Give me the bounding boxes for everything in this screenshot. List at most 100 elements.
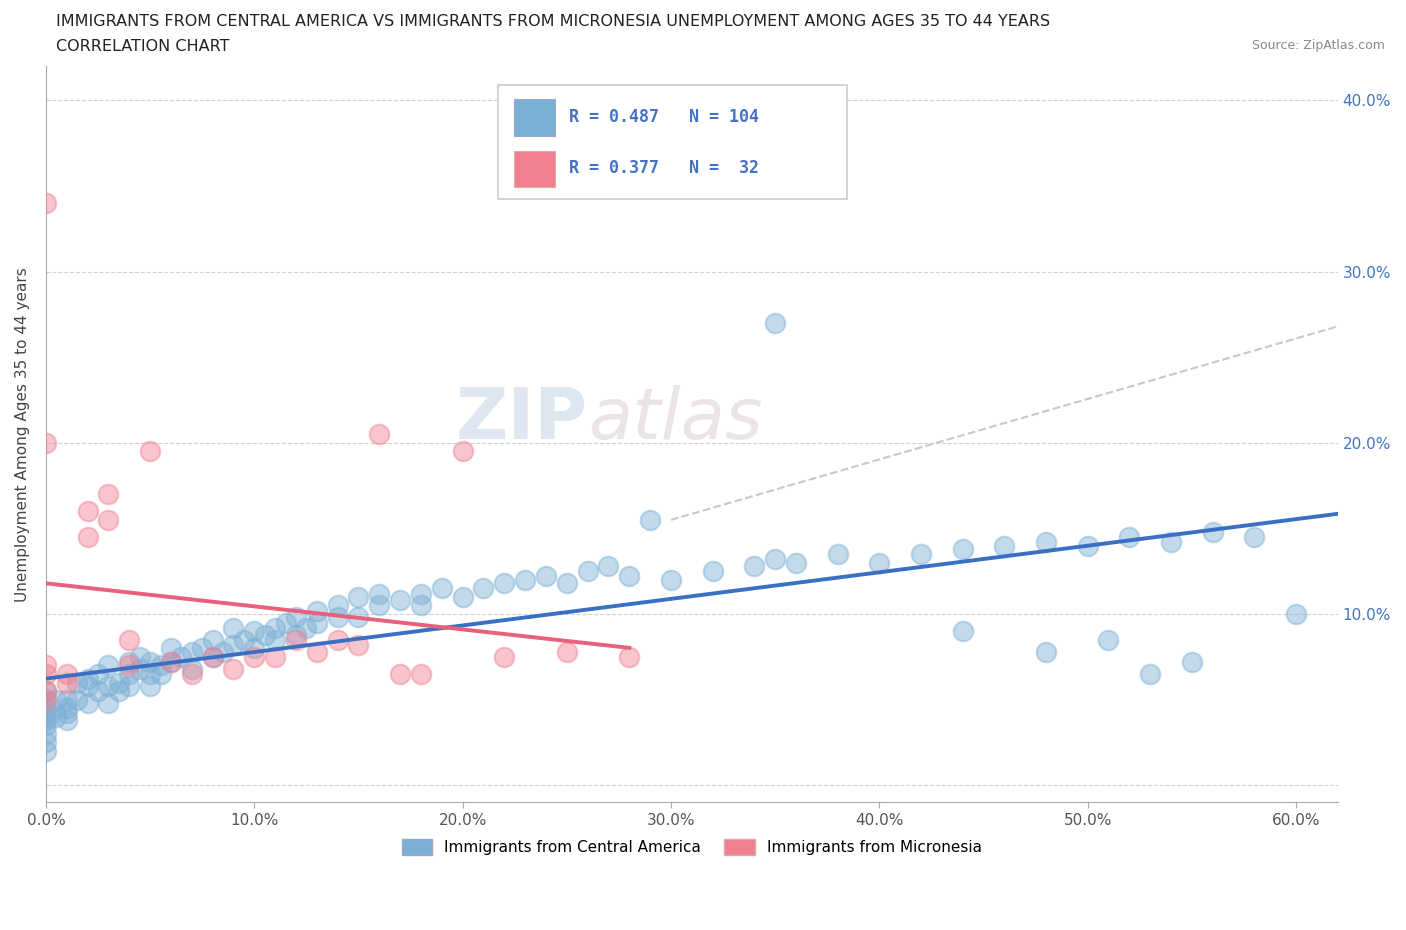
Point bbox=[1285, 606, 1308, 621]
Text: IMMIGRANTS FROM CENTRAL AMERICA VS IMMIGRANTS FROM MICRONESIA UNEMPLOYMENT AMONG: IMMIGRANTS FROM CENTRAL AMERICA VS IMMIG… bbox=[56, 14, 1050, 29]
Point bbox=[305, 604, 328, 618]
Point bbox=[160, 655, 183, 670]
Point bbox=[494, 649, 516, 664]
Point bbox=[66, 675, 89, 690]
Point bbox=[1035, 535, 1057, 550]
Point bbox=[253, 627, 276, 642]
Point bbox=[87, 684, 110, 698]
FancyBboxPatch shape bbox=[513, 151, 555, 187]
Point bbox=[1160, 535, 1182, 550]
Point bbox=[232, 632, 254, 647]
Point bbox=[1201, 525, 1223, 539]
Point bbox=[118, 667, 141, 682]
Text: CORRELATION CHART: CORRELATION CHART bbox=[56, 39, 229, 54]
Text: R = 0.377   N =  32: R = 0.377 N = 32 bbox=[569, 159, 759, 177]
Point bbox=[97, 658, 120, 673]
Point bbox=[222, 620, 245, 635]
Point bbox=[35, 667, 58, 682]
Point bbox=[35, 712, 58, 727]
Point bbox=[128, 649, 150, 664]
Point bbox=[139, 667, 162, 682]
Point bbox=[149, 658, 172, 673]
Point bbox=[97, 696, 120, 711]
Text: atlas: atlas bbox=[589, 385, 763, 454]
Point bbox=[1118, 529, 1140, 544]
Point bbox=[35, 684, 58, 698]
Point bbox=[180, 644, 202, 659]
Point bbox=[326, 610, 349, 625]
Text: R = 0.487   N = 104: R = 0.487 N = 104 bbox=[569, 108, 759, 126]
Point bbox=[295, 620, 318, 635]
Point bbox=[513, 572, 536, 587]
Point bbox=[76, 696, 98, 711]
Point bbox=[305, 615, 328, 630]
Point bbox=[170, 649, 193, 664]
Point bbox=[56, 706, 79, 721]
Point bbox=[160, 655, 183, 670]
Point bbox=[763, 315, 786, 330]
Point bbox=[368, 598, 391, 613]
Text: Source: ZipAtlas.com: Source: ZipAtlas.com bbox=[1251, 39, 1385, 52]
Point bbox=[35, 701, 58, 716]
Point bbox=[108, 684, 131, 698]
Point bbox=[659, 572, 682, 587]
Point bbox=[56, 667, 79, 682]
Point bbox=[35, 706, 58, 721]
Point bbox=[1243, 529, 1265, 544]
Point bbox=[243, 624, 266, 639]
Point bbox=[66, 692, 89, 707]
Point bbox=[222, 637, 245, 652]
Point bbox=[76, 529, 98, 544]
Point bbox=[139, 444, 162, 458]
Point bbox=[56, 712, 79, 727]
Point bbox=[76, 679, 98, 694]
Point bbox=[35, 692, 58, 707]
Point bbox=[45, 692, 67, 707]
Point bbox=[35, 726, 58, 741]
Point bbox=[35, 692, 58, 707]
Point bbox=[993, 538, 1015, 553]
Point bbox=[274, 615, 297, 630]
Y-axis label: Unemployment Among Ages 35 to 44 years: Unemployment Among Ages 35 to 44 years bbox=[15, 267, 30, 602]
Point bbox=[35, 658, 58, 673]
Point bbox=[201, 649, 224, 664]
Legend: Immigrants from Central America, Immigrants from Micronesia: Immigrants from Central America, Immigra… bbox=[395, 832, 988, 861]
Point bbox=[118, 658, 141, 673]
Point bbox=[35, 195, 58, 210]
Point bbox=[76, 504, 98, 519]
Point bbox=[264, 632, 287, 647]
Point bbox=[368, 427, 391, 442]
Point bbox=[534, 569, 557, 584]
Point bbox=[305, 644, 328, 659]
Point bbox=[910, 547, 932, 562]
Point bbox=[149, 667, 172, 682]
Point bbox=[285, 632, 308, 647]
Point bbox=[56, 701, 79, 716]
Point bbox=[952, 541, 974, 556]
Point bbox=[118, 632, 141, 647]
Point bbox=[638, 512, 661, 527]
Point bbox=[139, 655, 162, 670]
Point bbox=[76, 671, 98, 686]
Point bbox=[619, 569, 641, 584]
Point bbox=[1035, 644, 1057, 659]
Point bbox=[222, 661, 245, 676]
Point bbox=[97, 512, 120, 527]
Point bbox=[702, 564, 724, 578]
Point bbox=[56, 675, 79, 690]
Point bbox=[87, 667, 110, 682]
Point bbox=[201, 649, 224, 664]
Point bbox=[763, 551, 786, 566]
Point bbox=[118, 679, 141, 694]
Point bbox=[347, 610, 370, 625]
Point bbox=[201, 632, 224, 647]
Point bbox=[389, 593, 412, 608]
Point bbox=[742, 559, 765, 574]
Point bbox=[389, 667, 412, 682]
Point bbox=[619, 649, 641, 664]
Point bbox=[952, 624, 974, 639]
Point bbox=[1077, 538, 1099, 553]
Point bbox=[409, 667, 432, 682]
FancyBboxPatch shape bbox=[513, 100, 555, 136]
Point bbox=[347, 637, 370, 652]
